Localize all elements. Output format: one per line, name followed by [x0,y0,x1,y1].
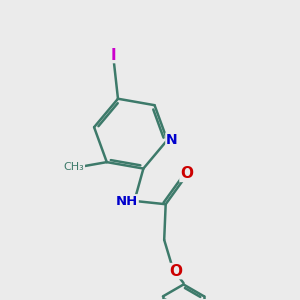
Text: NH: NH [116,195,138,208]
Text: CH₃: CH₃ [64,162,85,172]
Text: I: I [111,47,116,62]
Text: O: O [169,264,183,279]
Text: N: N [166,133,178,147]
Text: O: O [180,167,193,182]
